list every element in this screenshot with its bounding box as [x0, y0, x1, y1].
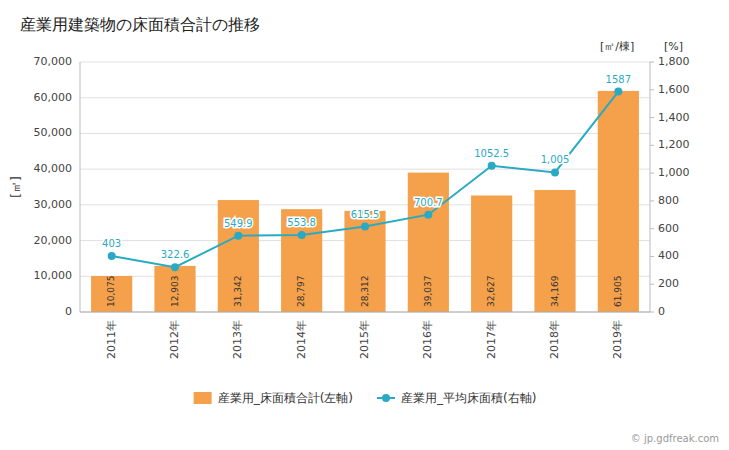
bar-label: 12,903 [170, 276, 180, 308]
legend-marker [382, 394, 390, 402]
y2-tick [650, 62, 654, 63]
y2-tick [650, 145, 654, 146]
line-marker [234, 232, 242, 240]
y2-tick-label: 800 [658, 194, 679, 207]
line-label: 700.7 [414, 197, 443, 208]
line-marker [361, 223, 369, 231]
line-label: 1052.5 [474, 148, 509, 159]
x-axis-line [80, 312, 650, 313]
y-tick-label: 10,000 [34, 269, 73, 282]
y-tick-label: 30,000 [34, 198, 73, 211]
x-tick-label: 2019年 [611, 320, 624, 359]
y-tick-label: 60,000 [34, 91, 73, 104]
bar [281, 209, 322, 312]
x-tick-label: 2013年 [231, 320, 244, 359]
x-tick-label: 2018年 [548, 320, 561, 359]
line [112, 92, 619, 268]
y2-tick [650, 173, 654, 174]
bar-label: 28,312 [360, 276, 370, 308]
bar-label: 61,905 [613, 276, 623, 308]
line-marker [614, 88, 622, 96]
y2-tick [650, 256, 654, 257]
line-marker [488, 162, 496, 170]
x-tick-label: 2012年 [168, 320, 181, 359]
data-labels: 10,075 12,903 31,342 28,797 28,312 39,037 32,6… [102, 74, 631, 307]
y2-tick-label: 1,000 [658, 166, 690, 179]
background [0, 0, 729, 450]
bar-label: 39,037 [423, 276, 433, 308]
title: 産業用建築物の床面積合計の推移 [20, 15, 260, 34]
legend: 産業用_床面積合計(左軸) 産業用_平均床面積(右軸) [194, 391, 537, 405]
line-label: 549.9 [224, 218, 253, 229]
legend-label: 産業用_平均床面積(右軸) [401, 391, 536, 405]
x-tick-label: 2014年 [295, 320, 308, 359]
y2-tick-label: 1,400 [658, 111, 690, 124]
y-tick-label: 0 [65, 305, 72, 318]
x-tick-label: 2011年 [105, 320, 118, 359]
bar [471, 195, 512, 312]
legend-label: 産業用_床面積合計(左軸) [218, 391, 353, 405]
marks [91, 88, 639, 312]
y2-tick [650, 312, 654, 313]
bar [598, 91, 639, 312]
y2-tick [650, 200, 654, 201]
bar-label: 31,342 [233, 276, 243, 308]
y-tick-label: 70,000 [34, 55, 73, 68]
y2-tick [650, 89, 654, 90]
y2-tick-label: 1,200 [658, 138, 690, 151]
grid-line [80, 312, 650, 313]
line-marker [171, 263, 179, 271]
y-axis-line [80, 62, 81, 312]
bar [534, 190, 575, 312]
x-tick-label: 2015年 [358, 320, 371, 359]
legend-item: 産業用_床面積合計(左軸) [194, 391, 353, 405]
x-tick-label: 2017年 [485, 320, 498, 359]
y2-tick-label: 200 [658, 277, 679, 290]
bar-label: 34,169 [550, 275, 560, 307]
line-label: 1,005 [541, 154, 570, 165]
y2-tick-label: 1,800 [658, 55, 690, 68]
y2-tick [650, 228, 654, 229]
y2-tick [650, 284, 654, 285]
legend-item: 産業用_平均床面積(右軸) [377, 391, 536, 405]
bar [408, 173, 449, 312]
y2-tick-label: 600 [658, 222, 679, 235]
bar-label: 32,627 [486, 276, 496, 307]
y2-tick [650, 117, 654, 118]
line-marker [108, 252, 116, 260]
line-marker [551, 168, 559, 176]
y2-axis-line [650, 62, 651, 312]
grid [80, 62, 650, 312]
line-marker [298, 231, 306, 239]
y-tick-label: 50,000 [34, 126, 73, 139]
bar [344, 211, 385, 312]
line-label: 1587 [606, 74, 631, 85]
line-label: 553.8 [287, 217, 316, 228]
line-label: 403 [102, 238, 121, 249]
grid-line [80, 133, 650, 134]
y2-axis-label: [㎡/棟] [600, 40, 634, 53]
bar [91, 276, 132, 312]
grid-line [80, 62, 650, 63]
legend-swatch [194, 392, 212, 404]
grid-line [80, 169, 650, 170]
y-tick-label: 40,000 [34, 162, 73, 175]
bar-label: 28,797 [296, 276, 306, 308]
y2-tick-label: 400 [658, 249, 679, 262]
y2-tick-label: 1,600 [658, 83, 690, 96]
bar [218, 200, 259, 312]
chart: 産業用建築物の床面積合計の推移 0 10,000 20,000 30,000 40,000… [0, 0, 729, 450]
watermark: © jp.gdfreak.com [631, 433, 719, 444]
bar [154, 266, 195, 312]
x-tick-label: 2016年 [421, 320, 434, 359]
bar-label: 10,075 [106, 276, 116, 308]
y-tick-label: 20,000 [34, 234, 73, 247]
y-axis-label: [㎡] [9, 176, 23, 197]
annotation: [%] [664, 40, 683, 53]
line-marker [424, 211, 432, 219]
grid-line [80, 97, 650, 98]
line-label: 322.6 [161, 249, 190, 260]
line-label: 615.5 [351, 209, 380, 220]
y2-tick-label: 0 [658, 305, 665, 318]
